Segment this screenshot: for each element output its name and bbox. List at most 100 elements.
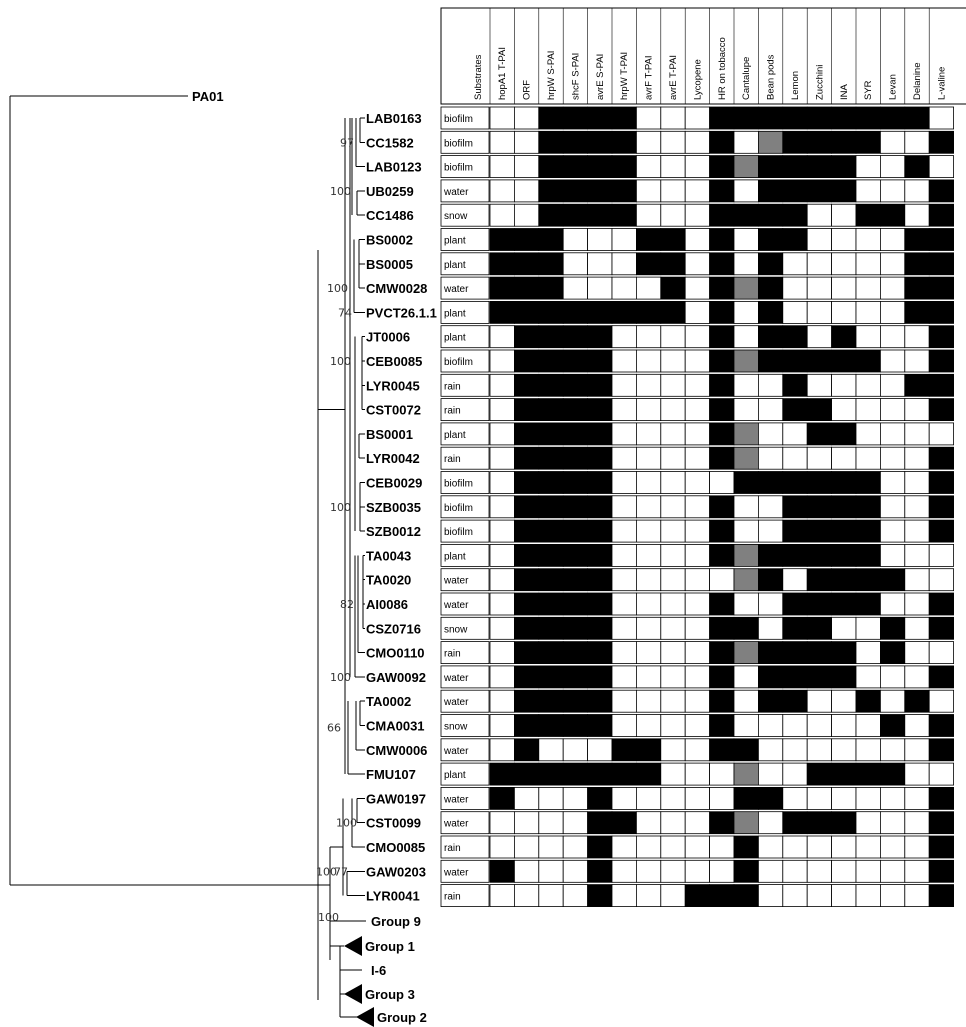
trait-cell [904, 884, 930, 907]
trait-cell [514, 276, 540, 300]
strain-label: CC1486 [366, 208, 414, 223]
trait-cell [855, 155, 881, 179]
trait-cell [758, 762, 784, 786]
trait-cell [831, 130, 857, 154]
trait-cell [611, 811, 637, 835]
trait-cell [636, 398, 662, 422]
trait-cell [562, 325, 589, 349]
strain-label: CEB0085 [366, 354, 422, 369]
strain-label: CC1582 [366, 135, 414, 150]
trait-cell [660, 106, 686, 130]
trait-cell [562, 738, 589, 762]
substrate-cell [440, 155, 490, 179]
trait-cell [928, 349, 955, 373]
trait-cell [855, 300, 881, 324]
trait-cell [782, 762, 808, 786]
matrix-header-frame [440, 7, 966, 105]
substrate-label: biofilm [444, 138, 473, 149]
trait-cell [928, 859, 955, 883]
trait-cell [880, 835, 906, 859]
trait-cell [514, 787, 540, 810]
trait-cell [709, 835, 735, 859]
trait-cell [782, 325, 808, 349]
trait-cell [904, 471, 930, 494]
substrate-label: biofilm [444, 527, 473, 538]
trait-cell [831, 738, 857, 762]
trait-cell [611, 276, 637, 300]
trait-cell [636, 738, 662, 762]
trait-cell [660, 252, 686, 276]
trait-cell [489, 373, 515, 397]
trait-cell [684, 203, 711, 227]
trait-cell [806, 616, 833, 640]
trait-cell [611, 155, 637, 179]
substrate-cell [440, 811, 490, 835]
trait-cell [806, 592, 833, 616]
trait-cell [758, 373, 784, 397]
trait-cell [806, 179, 833, 203]
trait-cell [562, 349, 589, 373]
trait-cell [562, 422, 589, 446]
trait-cell [733, 276, 759, 300]
trait-cell [806, 203, 833, 227]
substrate-label: biofilm [444, 479, 473, 490]
trait-cell [489, 495, 515, 519]
trait-cell [636, 689, 662, 713]
collapsed-clade-triangle [356, 1007, 374, 1027]
group-label: I-6 [371, 963, 386, 978]
trait-cell [806, 689, 833, 713]
trait-cell [587, 787, 613, 810]
trait-cell [636, 130, 662, 154]
trait-cell [904, 155, 930, 179]
trait-cell [562, 130, 589, 154]
trait-cell [660, 835, 686, 859]
trait-cell [636, 471, 662, 494]
trait-cell [928, 787, 955, 810]
strain-label: AI0086 [366, 597, 408, 612]
trait-cell [806, 714, 833, 737]
column-header: Delanine [912, 63, 923, 101]
trait-cell [855, 130, 881, 154]
trait-cell [904, 738, 930, 762]
trait-cell [782, 665, 808, 689]
substrate-label: plant [444, 236, 466, 247]
trait-cell [587, 422, 613, 446]
trait-cell [904, 811, 930, 835]
column-header: avrF T-PAI [644, 55, 655, 100]
trait-cell [904, 859, 930, 883]
trait-cell [684, 495, 711, 519]
trait-cell [489, 155, 515, 179]
trait-cell [611, 738, 637, 762]
substrate-cell [440, 179, 490, 203]
trait-cell [562, 859, 589, 883]
trait-cell [587, 835, 613, 859]
trait-cell [587, 811, 613, 835]
trait-cell [758, 471, 784, 494]
trait-cell [684, 325, 711, 349]
substrate-cell [440, 349, 490, 373]
trait-cell [684, 276, 711, 300]
trait-cell [489, 130, 515, 154]
column-header: HR on tobacco [717, 37, 728, 100]
trait-cell [928, 884, 955, 907]
strain-label: SZB0035 [366, 500, 421, 515]
trait-cell [562, 544, 589, 567]
trait-cell [831, 325, 857, 349]
trait-cell [928, 130, 955, 154]
trait-cell [514, 155, 540, 179]
strain-label: GAW0203 [366, 864, 426, 879]
trait-cell [611, 300, 637, 324]
trait-cell [928, 544, 955, 567]
trait-cell [782, 349, 808, 373]
trait-cell [489, 228, 515, 251]
trait-cell [587, 568, 613, 592]
trait-cell [709, 130, 735, 154]
trait-cell [562, 641, 589, 664]
substrate-label: water [443, 284, 469, 295]
trait-cell [611, 422, 637, 446]
trait-cell [514, 811, 540, 835]
trait-cell [782, 155, 808, 179]
bootstrap-label: 100 [330, 501, 351, 514]
trait-cell [831, 544, 857, 567]
trait-cell [880, 130, 906, 154]
